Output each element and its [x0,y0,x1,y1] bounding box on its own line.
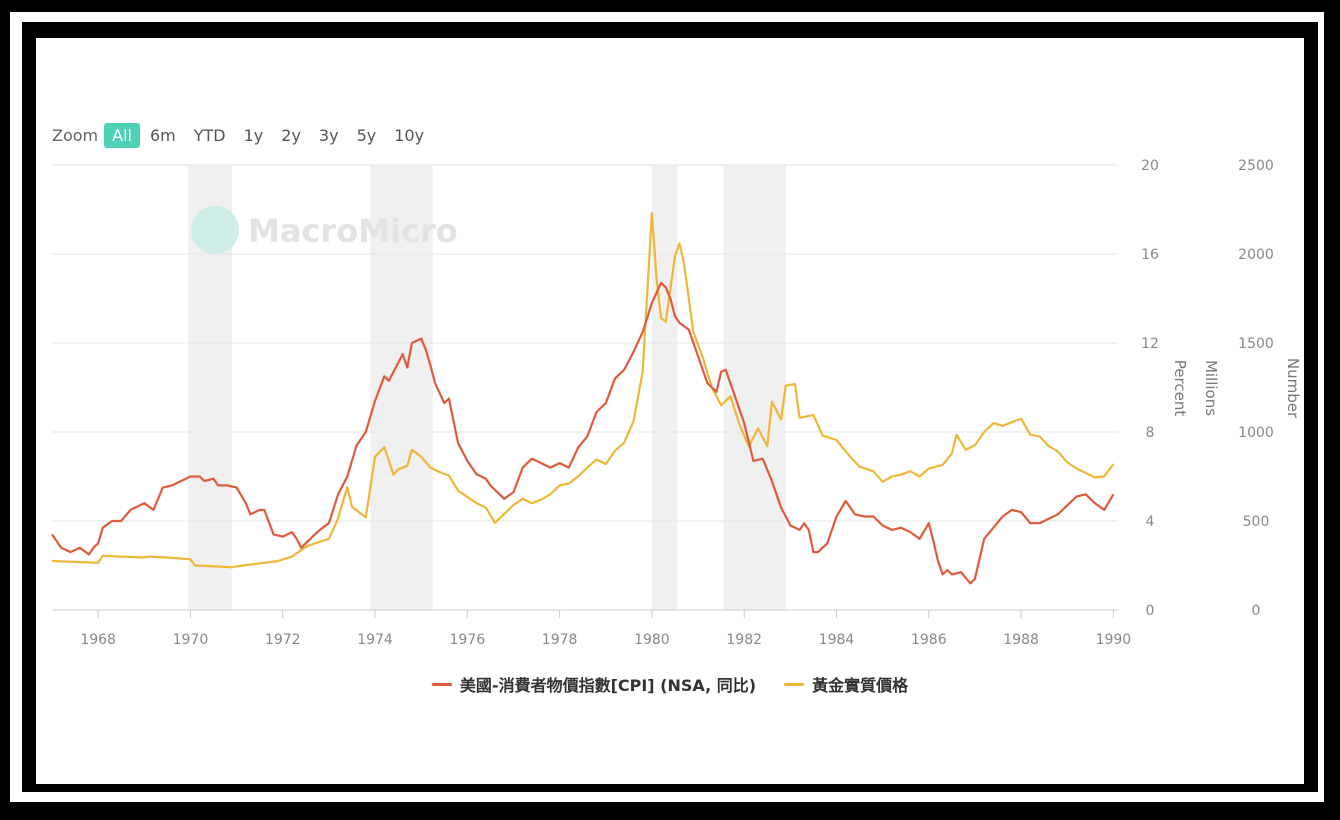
y-tick-number: 0 [1252,603,1261,619]
watermark-logo-icon [191,206,239,254]
legend-swatch-cpi [431,682,452,686]
x-tick-label: 1980 [634,632,670,648]
recession-band-2 [651,165,678,610]
zoom-button-3y[interactable]: 3y [318,126,339,145]
legend-label-cpi: 美國-消費者物價指數[CPI] (NSA, 同比) [459,676,757,695]
series-line-cpi [51,281,1115,585]
axis-title-percent: Percent [1171,360,1189,417]
x-tick-label: 1986 [911,632,947,648]
x-tick-label: 1972 [265,632,301,648]
zoom-button-6m[interactable]: 6m [149,126,176,145]
series-line-gold [51,212,1115,569]
x-tick-label: 1968 [80,632,116,648]
y-tick-percent: 12 [1141,336,1159,352]
zoom-button-5y[interactable]: 5y [356,126,377,145]
y-tick-number: 1500 [1238,336,1274,352]
x-tick-label: 1976 [450,632,486,648]
y-tick-percent: 8 [1146,425,1155,441]
watermark-text: MacroMicro [248,212,458,250]
axis-title-number: Number [1284,358,1302,419]
y-tick-percent: 20 [1141,158,1159,174]
y-tick-number: 2500 [1238,158,1274,174]
zoom-button-all[interactable]: All [104,123,140,148]
legend-item-gold[interactable]: 黃金實質價格 [784,672,908,696]
legend-item-cpi[interactable]: 美國-消費者物價指數[CPI] (NSA, 同比) [431,672,757,696]
y-tick-percent: 16 [1141,247,1159,263]
x-tick-label: 1982 [726,632,762,648]
y-tick-number: 2000 [1238,247,1274,263]
axis-title-millions: Millions [1202,360,1220,416]
zoom-button-2y[interactable]: 2y [281,126,301,145]
x-tick-label: 1974 [357,632,393,648]
y-tick-percent: 0 [1146,603,1155,619]
x-tick-label: 1988 [1003,632,1039,648]
x-tick-label: 1978 [542,632,578,648]
x-tick-label: 1984 [819,632,855,648]
legend: 美國-消費者物價指數[CPI] (NSA, 同比) 黃金實質價格 [0,672,1340,696]
zoom-button-10y[interactable]: 10y [394,126,425,145]
zoom-label: Zoom [52,126,99,145]
zoom-button-ytd[interactable]: YTD [193,126,226,145]
zoom-button-1y[interactable]: 1y [243,126,264,145]
recession-band-3 [723,165,786,610]
x-tick-label: 1970 [173,632,209,648]
y-tick-percent: 4 [1146,514,1155,530]
legend-swatch-gold [784,682,805,686]
zoom-bar: Zoom All 6m YTD 1y 2y 3y 5y 10y [52,122,434,149]
y-tick-number: 500 [1243,514,1270,530]
legend-label-gold: 黃金實質價格 [812,676,909,695]
y-tick-number: 1000 [1238,425,1274,441]
x-tick-label: 1990 [1096,632,1132,648]
